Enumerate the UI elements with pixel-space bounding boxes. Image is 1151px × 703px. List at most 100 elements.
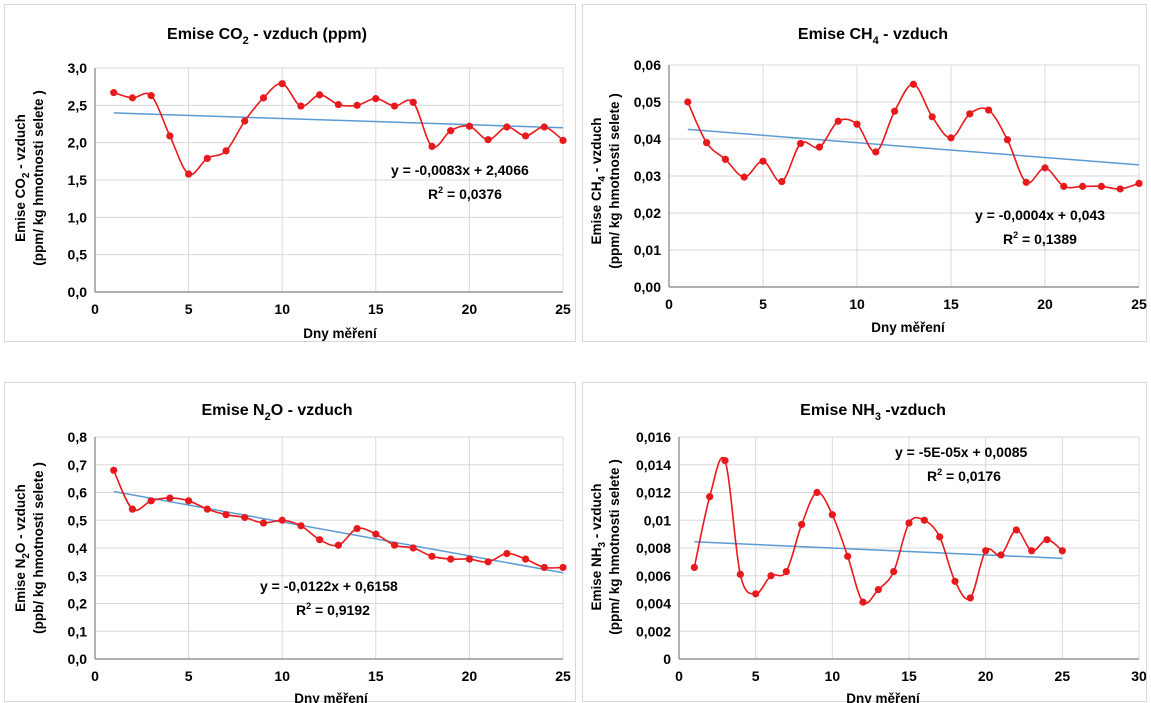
data-point	[128, 94, 137, 102]
y-tick-label: 0,4	[68, 540, 88, 556]
data-point	[985, 106, 993, 114]
x-tick-label: 20	[462, 301, 478, 317]
y-tick-label: 0,06	[634, 57, 661, 73]
data-point	[503, 123, 511, 131]
data-point	[1043, 536, 1051, 544]
y-tick-label: 0,01	[634, 242, 661, 258]
data-point	[185, 497, 193, 505]
x-axis-label: Dny měření	[294, 691, 369, 703]
x-tick-label: 15	[368, 668, 384, 684]
data-point	[447, 127, 455, 135]
y-tick-label: 0,0	[68, 651, 88, 667]
data-point	[521, 555, 530, 563]
chart-co2: Emise CO2 - vzduch (ppm) 0,0 0,5 1,0 1,5 2,0…	[13, 26, 571, 341]
data-point	[559, 563, 567, 572]
y-tick-label: 3,0	[68, 60, 88, 76]
y-tick-label: 0,014	[636, 457, 671, 473]
chart-panel-co2: Emise CO2 - vzduch (ppm) 0,0 0,5 1,0 1,5 2,0…	[4, 4, 576, 342]
data-point	[222, 511, 230, 519]
x-tick-label: 5	[759, 296, 767, 312]
data-point	[1079, 182, 1087, 190]
r-squared-label: R2 = 0,0176	[927, 467, 1001, 484]
data-point	[928, 113, 936, 121]
data-point	[891, 107, 899, 115]
data-point	[559, 136, 567, 145]
data-point	[759, 157, 767, 165]
chart-panel-ch4: Emise CH4 - vzduch 0,00 0,01 0,02 0,03 0,04 0…	[582, 4, 1147, 342]
chart-ch4: Emise CH4 - vzduch 0,00 0,01 0,02 0,03 0,04 0…	[589, 26, 1147, 335]
trendline	[687, 128, 1140, 166]
y-tick-label: 0,016	[636, 429, 671, 445]
trendline	[113, 112, 564, 129]
data-point	[690, 563, 698, 572]
data-point	[316, 536, 324, 544]
trendline-equation: y = -0,0004x + 0,043	[975, 207, 1105, 223]
x-tick-label: 25	[1055, 668, 1071, 684]
data-point	[390, 102, 399, 110]
x-tick-label: 25	[555, 301, 571, 317]
data-point	[540, 123, 548, 131]
data-point	[684, 98, 692, 106]
y-tick-label: 1,0	[68, 209, 88, 225]
y-axis-label-line1: Emise CO2 - vzduch	[13, 114, 32, 242]
data-point	[259, 94, 268, 102]
data-point	[353, 101, 361, 109]
y-tick-label: 0,02	[634, 205, 661, 221]
y-tick-label: 0,7	[68, 457, 88, 473]
data-point	[920, 516, 928, 524]
trendline-equation: y = -0,0122x + 0,6158	[260, 578, 398, 594]
y-axis-label-line2: (ppb/ kg hmotnosti selete )	[31, 462, 46, 634]
data-point	[859, 598, 867, 606]
y-tick-label: 0,1	[68, 623, 88, 639]
data-point	[767, 572, 775, 580]
data-point	[778, 177, 786, 186]
y-tick-label: 0,0	[68, 284, 88, 300]
y-tick-label: 0,8	[68, 429, 88, 445]
data-point	[372, 95, 380, 103]
x-tick-label: 25	[1131, 296, 1147, 312]
data-point	[834, 117, 842, 125]
y-tick-label: 0,05	[634, 94, 661, 110]
series-line	[112, 469, 564, 569]
r-squared-label: R2 = 0,0376	[428, 185, 502, 202]
data-point	[409, 544, 417, 552]
y-axis-label-line2: (ppm/ kg hmotnosti selete )	[607, 459, 622, 635]
data-point	[844, 552, 852, 560]
y-tick-label: 0,002	[636, 623, 671, 639]
data-point	[372, 530, 380, 538]
y-tick-label: 0,004	[636, 596, 671, 612]
y-tick-label: 0,00	[634, 279, 661, 295]
data-point	[721, 155, 729, 163]
x-tick-label: 0	[91, 301, 99, 317]
x-axis-label: Dny měření	[303, 326, 378, 341]
data-point	[110, 466, 118, 474]
data-point	[782, 567, 790, 576]
data-point	[147, 497, 155, 505]
trendline-equation: y = -5E-05x + 0,0085	[895, 444, 1028, 460]
data-point	[872, 148, 880, 156]
data-point	[447, 555, 455, 563]
x-axis-label: Dny měření	[846, 691, 921, 703]
data-point	[1003, 136, 1011, 144]
data-point	[1022, 178, 1030, 186]
data-point	[828, 511, 836, 519]
y-tick-label: 2,0	[68, 135, 88, 151]
y-axis-label-line1: Emise NH3 - vzduch	[589, 483, 608, 610]
data-point	[278, 80, 286, 88]
data-point	[1041, 164, 1049, 172]
data-point	[353, 524, 361, 533]
data-point	[241, 513, 249, 522]
data-point	[484, 136, 492, 144]
x-tick-label: 10	[274, 668, 290, 684]
x-tick-label: 5	[752, 668, 760, 684]
x-tick-label: 10	[274, 301, 290, 317]
x-tick-label: 0	[675, 668, 683, 684]
x-tick-label: 10	[849, 296, 865, 312]
data-point	[203, 505, 211, 513]
data-point	[297, 522, 305, 530]
x-tick-label: 15	[943, 296, 959, 312]
data-point	[909, 80, 917, 88]
data-point	[241, 117, 249, 125]
chart-title: Emise CO2 - vzduch (ppm)	[167, 26, 367, 47]
x-tick-label: 5	[185, 301, 193, 317]
